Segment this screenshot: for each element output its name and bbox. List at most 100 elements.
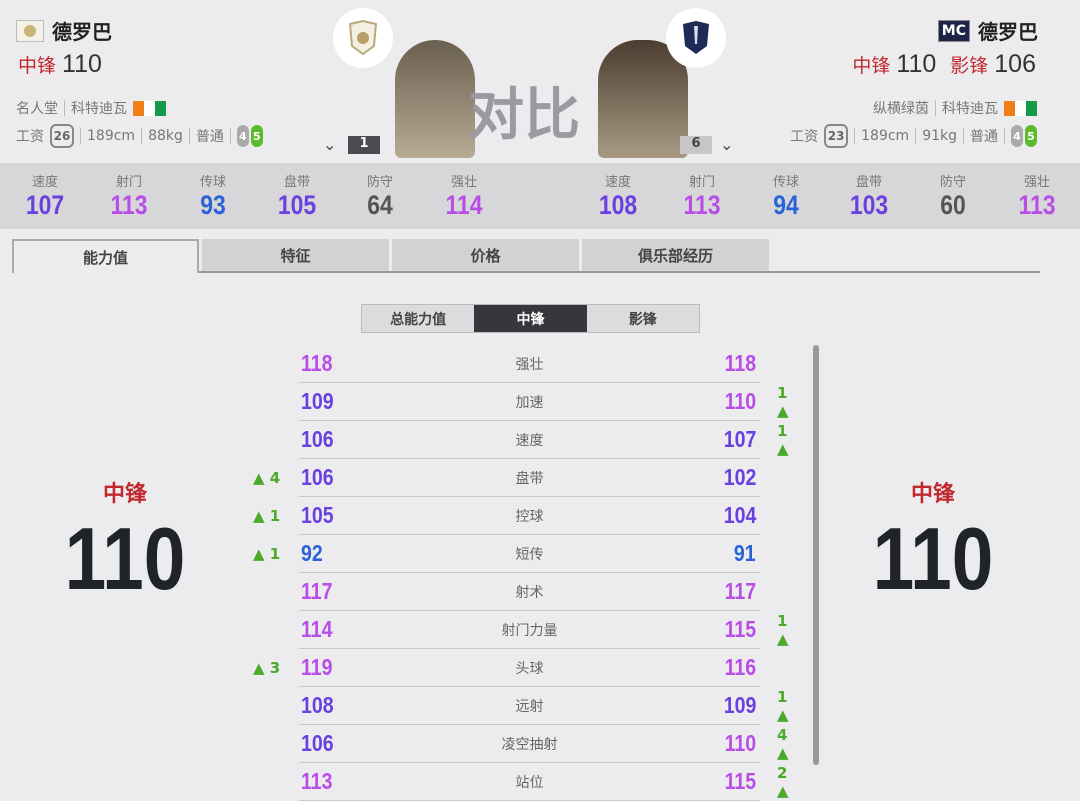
left-value: 92 xyxy=(301,540,323,566)
left-summary-stat: 盘带 105 xyxy=(262,171,332,221)
summary-stats-bar: 速度 107 速度 108 射门 113 射门 113 传球 93 传球 94 盘带 105 盘带 103 防守… xyxy=(0,163,1080,229)
right-position: 中锋 xyxy=(852,55,891,77)
right-summary-stat: 强壮 113 xyxy=(1002,171,1072,221)
flag-icon xyxy=(1004,100,1037,116)
left-summary-stat: 射门 113 xyxy=(94,171,164,221)
right-big-position: 中锋 xyxy=(910,482,955,507)
stat-label: 速度 xyxy=(604,175,631,190)
stat-label: 防守 xyxy=(366,175,393,190)
attribute-label: 射门力量 xyxy=(501,622,558,639)
attribute-row: 105 控球 104 ▲ 1 xyxy=(253,497,760,535)
left-value: 106 xyxy=(301,464,334,490)
subtab-overall[interactable]: 总能力值 xyxy=(362,305,475,332)
compare-title: 对比 xyxy=(468,83,580,148)
up-arrow-icon: ▲ xyxy=(253,544,265,563)
subtab-ss[interactable]: 影锋 xyxy=(586,305,699,332)
right-big-value: 110 xyxy=(872,509,994,608)
left-player-image xyxy=(395,40,475,158)
tab-club-history[interactable]: 俱乐部经历 xyxy=(582,239,769,271)
stat-value: 108 xyxy=(598,190,638,220)
left-player-name: 德罗巴 xyxy=(16,16,112,45)
right-club-icon xyxy=(666,8,726,68)
attribute-row: 119 头球 116 ▲ 3 xyxy=(253,649,760,687)
left-diff: ▲ 3 xyxy=(253,658,281,677)
chevron-down-icon[interactable]: ⌄ xyxy=(323,135,337,154)
left-summary-stat: 速度 107 xyxy=(10,171,80,221)
stat-label: 传球 xyxy=(199,175,226,190)
left-value: 108 xyxy=(301,692,334,718)
left-value: 106 xyxy=(301,730,334,756)
stat-value: 64 xyxy=(367,190,393,220)
stat-label: 传球 xyxy=(772,175,799,190)
left-position-rating: 中锋 110 xyxy=(18,50,102,79)
stat-value: 93 xyxy=(200,190,226,220)
left-summary-stat: 防守 64 xyxy=(345,171,415,221)
up-arrow-icon: ▲ xyxy=(253,468,265,487)
scrollbar[interactable] xyxy=(813,345,819,765)
attribute-label: 加速 xyxy=(515,394,544,411)
left-diff: ▲ 1 xyxy=(253,506,281,525)
right-value: 104 xyxy=(723,502,756,528)
attribute-row: 106 凌空抽射 110 4 ▲ xyxy=(299,725,789,763)
attribute-row: 117 射术 117 xyxy=(299,573,760,611)
left-height: 189cm xyxy=(87,128,136,144)
stat-value: 113 xyxy=(683,190,721,220)
up-arrow-icon: ▲ xyxy=(777,781,789,800)
chevron-down-icon[interactable]: ⌄ xyxy=(720,135,734,154)
right-value: 117 xyxy=(724,578,756,604)
tab-attributes[interactable]: 能力值 xyxy=(12,239,199,273)
position-subtabs: 总能力值 中锋 影锋 xyxy=(361,304,700,333)
left-value: 109 xyxy=(301,388,334,414)
right-big-rating: 中锋 110 xyxy=(858,476,1008,610)
up-arrow-icon: ▲ xyxy=(777,705,789,724)
right-diff: 1 ▲ xyxy=(777,383,789,420)
left-diff: ▲ 1 xyxy=(253,544,281,563)
left-big-value: 110 xyxy=(64,509,186,608)
right-value: 115 xyxy=(724,616,756,642)
left-value: 113 xyxy=(301,768,333,794)
right-rating2: 106 xyxy=(994,50,1036,78)
stat-label: 盘带 xyxy=(855,175,882,190)
left-level[interactable]: 1 xyxy=(348,136,380,154)
tab-price[interactable]: 价格 xyxy=(392,239,579,271)
right-position-rating: 中锋 110 影锋 106 xyxy=(852,50,1036,79)
right-position2: 影锋 xyxy=(950,55,989,77)
left-name-text: 德罗巴 xyxy=(52,20,112,44)
left-position: 中锋 xyxy=(18,55,57,77)
stat-label: 射门 xyxy=(115,175,142,190)
icon-badge-icon xyxy=(16,19,44,42)
right-season: 纵横绿茵 xyxy=(873,101,929,117)
right-diff: 1 ▲ xyxy=(777,687,789,724)
attribute-row: 106 盘带 102 ▲ 4 xyxy=(253,459,760,497)
left-summary-stat: 传球 93 xyxy=(178,171,248,221)
left-club-icon xyxy=(333,8,393,68)
left-rating: 110 xyxy=(62,50,102,78)
subtab-cf[interactable]: 中锋 xyxy=(474,305,587,332)
right-value: 115 xyxy=(724,768,756,794)
right-level[interactable]: 6 xyxy=(680,136,712,154)
up-arrow-icon: ▲ xyxy=(777,439,789,458)
left-value: 118 xyxy=(301,350,333,376)
right-height: 189cm xyxy=(861,128,910,144)
stat-label: 速度 xyxy=(31,175,58,190)
mc-badge: MC xyxy=(937,19,970,42)
attribute-label: 速度 xyxy=(515,432,544,449)
left-summary-stat: 强壮 114 xyxy=(429,171,499,221)
right-summary-stat: 速度 108 xyxy=(583,171,653,221)
left-big-rating: 中锋 110 xyxy=(50,476,200,610)
attribute-label: 短传 xyxy=(515,546,544,563)
left-body: 普通 xyxy=(195,129,224,145)
left-value: 119 xyxy=(301,654,333,680)
left-nation: 科特迪瓦 xyxy=(71,101,127,117)
right-value: 118 xyxy=(724,350,756,376)
left-value: 106 xyxy=(301,426,334,452)
right-player-name: MC 德罗巴 xyxy=(937,16,1038,45)
right-name-text: 德罗巴 xyxy=(978,20,1038,44)
attribute-label: 头球 xyxy=(515,660,544,677)
right-value: 116 xyxy=(724,654,756,680)
left-value: 114 xyxy=(301,616,333,642)
tab-traits[interactable]: 特征 xyxy=(202,239,389,271)
